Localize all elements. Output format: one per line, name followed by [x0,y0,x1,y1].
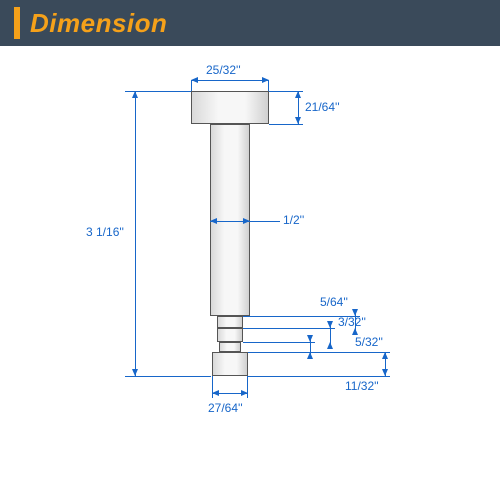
dim-step3-h-label: 5/32'' [355,336,383,348]
ext-line [248,352,390,353]
part-step1 [217,316,243,328]
dim-shaft-dia-label: 1/2'' [283,214,304,226]
ext-line [243,342,315,343]
part-neck [219,342,241,352]
dim-cap-height-label: 21/64'' [305,101,340,113]
ext-line [248,376,390,377]
dim-base-dia-label: 11/32'' [345,380,379,392]
part-cap [191,91,269,124]
part-base [212,352,248,376]
dimension-diagram: 25/32'' 21/64'' 3 1/16'' 1/2'' 5 [0,46,500,500]
dim-step2-h-label: 3/32'' [338,316,366,328]
header-bar: Dimension [0,0,500,46]
ext-line [243,328,335,329]
part-step2 [217,328,243,342]
dim-overall-height-label: 3 1/16'' [86,226,124,238]
dim-step1-h-label: 5/64'' [320,296,348,308]
dim-cap-width-label: 25/32'' [206,64,241,76]
accent-bar [14,7,20,39]
page-title: Dimension [30,8,167,39]
dim-base-width-label: 27/64'' [208,402,243,414]
